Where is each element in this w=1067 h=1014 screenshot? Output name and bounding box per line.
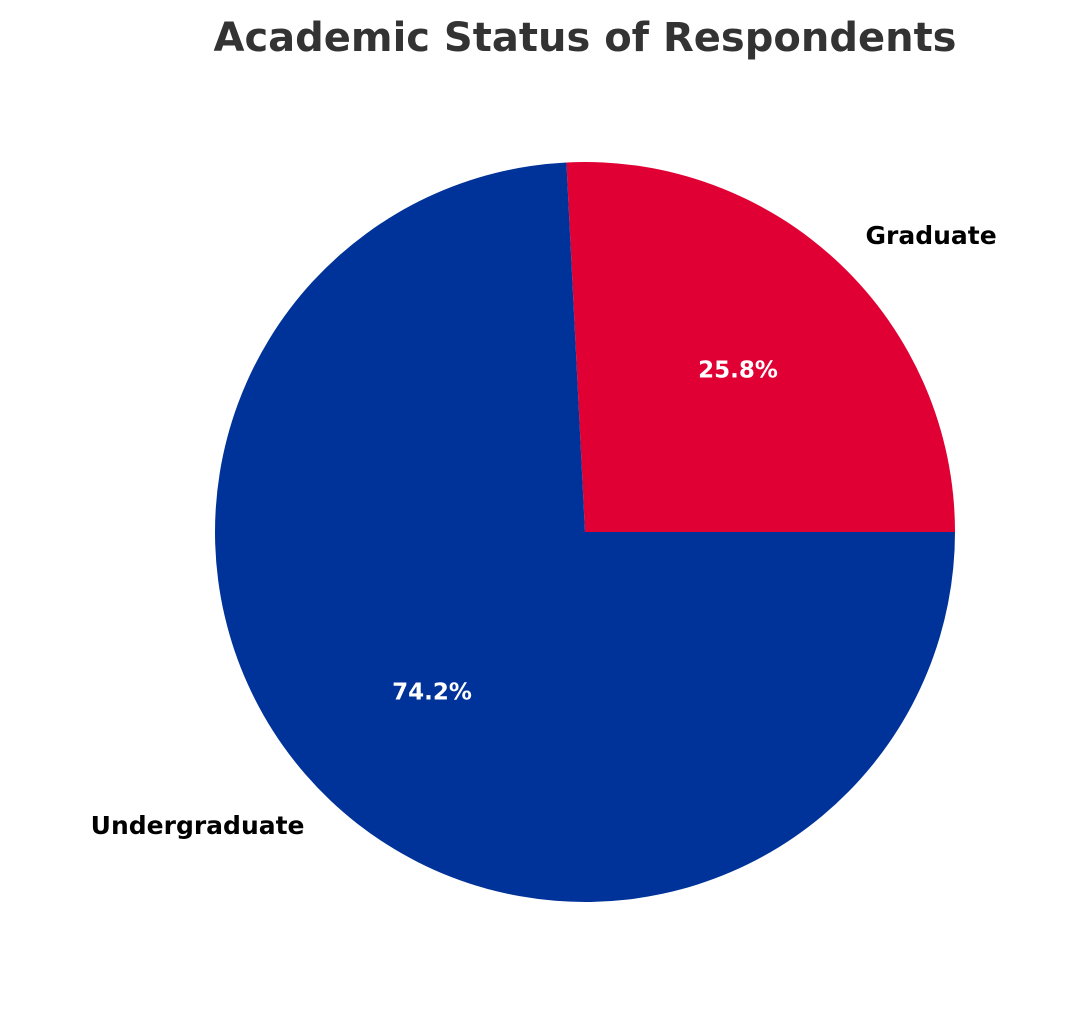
category-label: Graduate [865,221,996,250]
value-label: 74.2% [392,679,472,705]
pie-slice [214,162,955,902]
category-label: Undergraduate [91,811,305,840]
value-label: 25.8% [698,358,778,384]
pie-slice [566,161,955,533]
chart-title: Academic Status of Respondents [213,15,956,61]
